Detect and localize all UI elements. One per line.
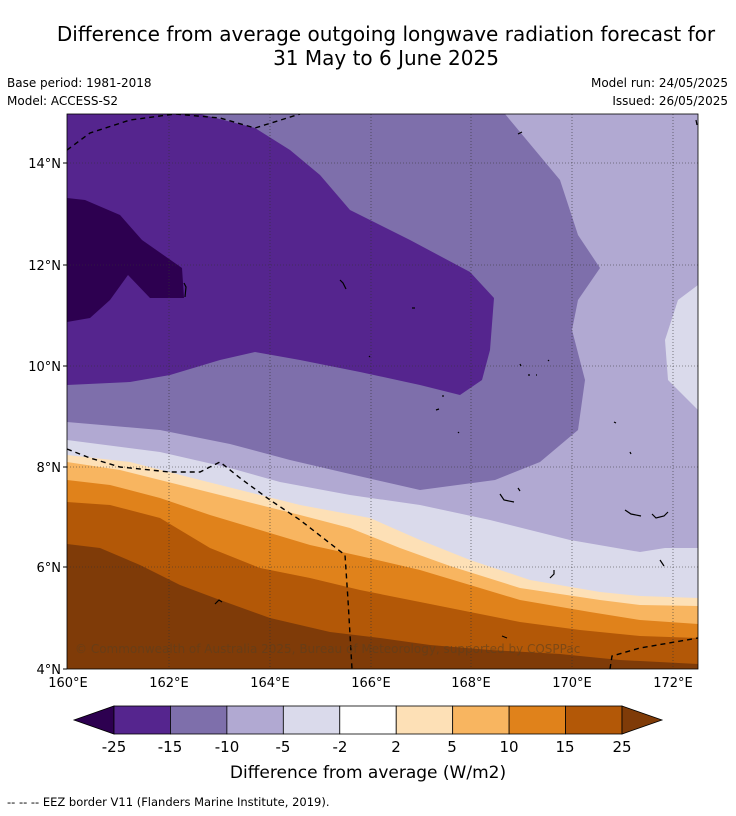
lon-label-164e: 164°E [250,676,290,691]
lat-label-8n: 8°N [37,461,62,476]
colorbar-cell [282,705,341,735]
colorbar-high-arrow [621,705,664,735]
colorbar-label-10: 10 [499,738,518,756]
issued-date: Issued: 26/05/2025 [612,94,728,108]
title-line-1: Difference from average outgoing longwav… [56,22,716,46]
colorbar-cells [113,705,623,735]
model-run: Model run: 24/05/2025 [590,76,728,90]
colorbar: -25 -15 -10 -5 -2 2 5 10 15 25 Differenc… [72,705,664,783]
map-title: Difference from average outgoing longwav… [0,22,736,70]
colorbar-label-minus10: -10 [215,738,240,756]
colorbar-cell [565,705,623,735]
band-below-minus25 [67,198,184,322]
colorbar-label-25: 25 [612,738,631,756]
lon-labels: 160°E 162°E 164°E 166°E 168°E 170°E 172°… [48,676,693,691]
map-figure: © Commonwealth of Australia 2025, Bureau… [28,113,699,783]
model-name: Model: ACCESS-S2 [7,94,119,108]
lon-label-172e: 172°E [653,676,693,691]
colorbar-cell [226,705,284,735]
lon-label-168e: 168°E [451,676,491,691]
colorbar-cell [170,705,228,735]
colorbar-axis-label: Difference from average (W/m2) [230,763,506,783]
lat-label-10n: 10°N [28,360,61,375]
colorbar-label-2: 2 [391,738,401,756]
colorbar-label-minus15: -15 [158,738,183,756]
map-panel[interactable]: © Commonwealth of Australia 2025, Bureau… [67,114,698,669]
colorbar-label-minus5: -5 [276,738,291,756]
lat-label-4n: 4°N [37,663,62,678]
colorbar-label-minus25: -25 [102,738,127,756]
colorbar-label-15: 15 [555,738,574,756]
map-frame [66,113,699,670]
islands [183,119,698,639]
colorbar-low-arrow [72,705,115,735]
title-line-2: 31 May to 6 June 2025 [273,46,499,70]
lat-labels: 14°N 12°N 10°N 8°N 6°N 4°N [28,157,67,678]
colorbar-cell [452,705,510,735]
colorbar-cell [113,705,171,735]
lat-label-6n: 6°N [37,561,62,576]
lon-label-162e: 162°E [149,676,189,691]
meta-right: Model run: 24/05/2025 Issued: 26/05/2025 [591,74,728,110]
band-minus25-to-minus15 [67,114,494,395]
colorbar-cell [339,705,397,735]
colorbar-cell [508,705,566,735]
graticule [67,114,698,669]
lon-label-170e: 170°E [552,676,592,691]
colorbar-label-minus2: -2 [333,738,348,756]
copyright-notice: © Commonwealth of Australia 2025, Bureau… [75,642,580,656]
lon-label-166e: 166°E [351,676,391,691]
base-period: Base period: 1981-2018 [7,76,152,90]
lat-label-14n: 14°N [28,157,61,172]
lat-label-12n: 12°N [28,259,61,274]
colorbar-cell [395,705,454,735]
lon-label-160e: 160°E [48,676,88,691]
eez-borders [67,114,698,669]
meta-left: Base period: 1981-2018 Model: ACCESS-S2 [7,74,152,110]
band-above-25 [67,544,698,669]
colorbar-label-5: 5 [447,738,457,756]
eez-legend: -- -- -- EEZ border V11 (Flanders Marine… [7,795,330,809]
